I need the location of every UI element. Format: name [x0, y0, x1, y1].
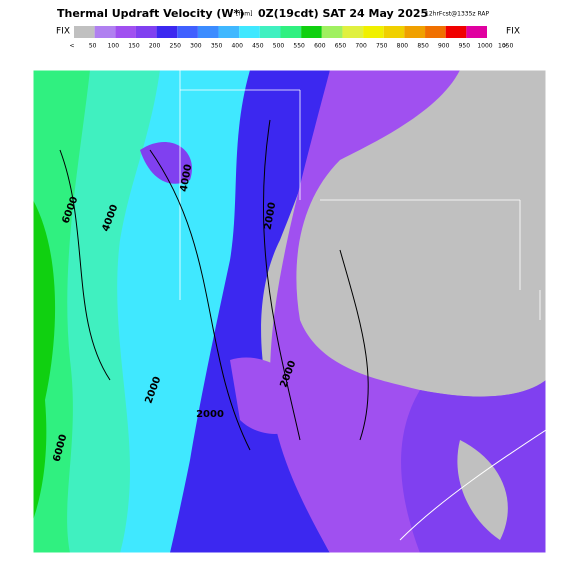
legend-swatch — [94, 26, 116, 38]
legend-swatch — [74, 26, 95, 38]
legend-label: 100 — [108, 43, 120, 50]
legend-label: 300 — [190, 43, 202, 50]
legend-label: 500 — [273, 43, 285, 50]
legend-label: 450 — [252, 43, 264, 50]
legend-label: 850 — [417, 43, 429, 50]
title: Thermal Updraft Velocity (W*) — [57, 7, 244, 20]
contour-label: 2000 — [263, 201, 279, 230]
legend-label: 950 — [459, 43, 471, 50]
legend-label: 800 — [397, 43, 409, 50]
units: [fpm] — [236, 11, 252, 18]
legend-swatch — [321, 26, 343, 38]
legend-label: 750 — [376, 43, 388, 50]
legend-swatch — [280, 26, 302, 38]
legend-swatch — [301, 26, 322, 38]
fix-left: FIX — [56, 27, 70, 37]
legend-label: 550 — [293, 43, 305, 50]
legend-swatch — [197, 26, 219, 38]
legend-label: > — [502, 43, 507, 50]
contour-label: 4000 — [179, 163, 195, 192]
legend-label: < — [69, 43, 74, 50]
valid-time: 0Z(19cdt) SAT 24 May 2025 — [258, 7, 428, 20]
legend-swatch — [239, 26, 260, 38]
legend-label: 700 — [355, 43, 367, 50]
legend-swatch — [466, 26, 487, 38]
legend-swatch — [425, 26, 446, 38]
legend-swatch — [135, 26, 157, 38]
legend-swatch — [445, 26, 467, 38]
map — [32, 69, 547, 554]
legend-label: 1050 — [498, 43, 513, 50]
legend-swatch — [218, 26, 240, 38]
legend-swatch — [363, 26, 384, 38]
legend-label: 1000 — [477, 43, 492, 50]
fix-right: FIX — [506, 27, 520, 37]
legend-swatch — [156, 26, 178, 38]
legend-swatch — [177, 26, 198, 38]
legend: <50 100 150 200 250 300 350 400 450 500 550 600 650 7… — [69, 26, 513, 50]
legend-label: 150 — [128, 43, 140, 50]
forecast: 12hrFcst@1335z RAP — [425, 11, 489, 18]
legend-swatch — [404, 26, 426, 38]
legend-swatch — [383, 26, 405, 38]
legend-swatch — [259, 26, 281, 38]
legend-label: 650 — [335, 43, 347, 50]
legend-label: 900 — [438, 43, 450, 50]
legend-swatch — [115, 26, 136, 38]
legend-swatch — [342, 26, 364, 38]
legend-label: 200 — [149, 43, 161, 50]
legend-label: 400 — [231, 43, 243, 50]
contour-label: 2000 — [196, 409, 224, 420]
legend-label: 50 — [89, 43, 97, 50]
legend-label: 600 — [314, 43, 326, 50]
legend-label: 350 — [211, 43, 223, 50]
legend-label: 250 — [170, 43, 182, 50]
